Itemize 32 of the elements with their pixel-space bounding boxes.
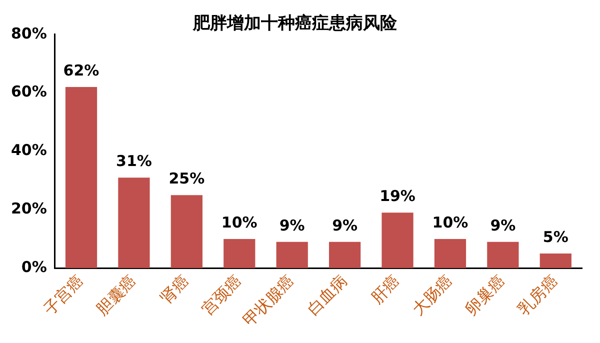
x-tick-label: 大肠癌 (408, 271, 456, 319)
data-label: 25% (168, 170, 205, 188)
data-label: 10% (432, 213, 468, 232)
x-tick-label: 肾癌 (156, 271, 192, 308)
bar (540, 254, 572, 268)
x-tick-label: 白血病 (303, 271, 351, 319)
x-tick-label: 肝癌 (367, 271, 404, 308)
data-label: 9% (332, 216, 358, 234)
bar (382, 212, 414, 268)
x-tick-label: 卵巢癌 (461, 271, 509, 319)
bar (487, 242, 519, 268)
bar (434, 238, 466, 268)
y-tick-label: 80% (10, 24, 47, 42)
bar (118, 178, 150, 268)
y-tick-label: 20% (10, 200, 47, 218)
bar (170, 195, 202, 268)
data-label: 9% (490, 216, 516, 234)
data-label: 31% (116, 152, 152, 170)
data-label: 62% (63, 61, 100, 80)
y-tick-label: 40% (10, 141, 47, 160)
chart-title: 肥胖增加十种癌症患病风险 (192, 14, 398, 34)
bar (65, 87, 98, 268)
x-tick-label: 胆囊癌 (92, 271, 140, 319)
data-label: 19% (380, 187, 416, 206)
data-label: 9% (279, 216, 305, 234)
bar (328, 242, 361, 268)
bar (224, 238, 256, 268)
y-tick-label: 60% (10, 82, 47, 101)
data-label: 5% (542, 228, 568, 246)
data-label: 10% (221, 213, 258, 232)
bar (276, 242, 308, 268)
x-tick-label: 乳房癌 (514, 271, 562, 319)
